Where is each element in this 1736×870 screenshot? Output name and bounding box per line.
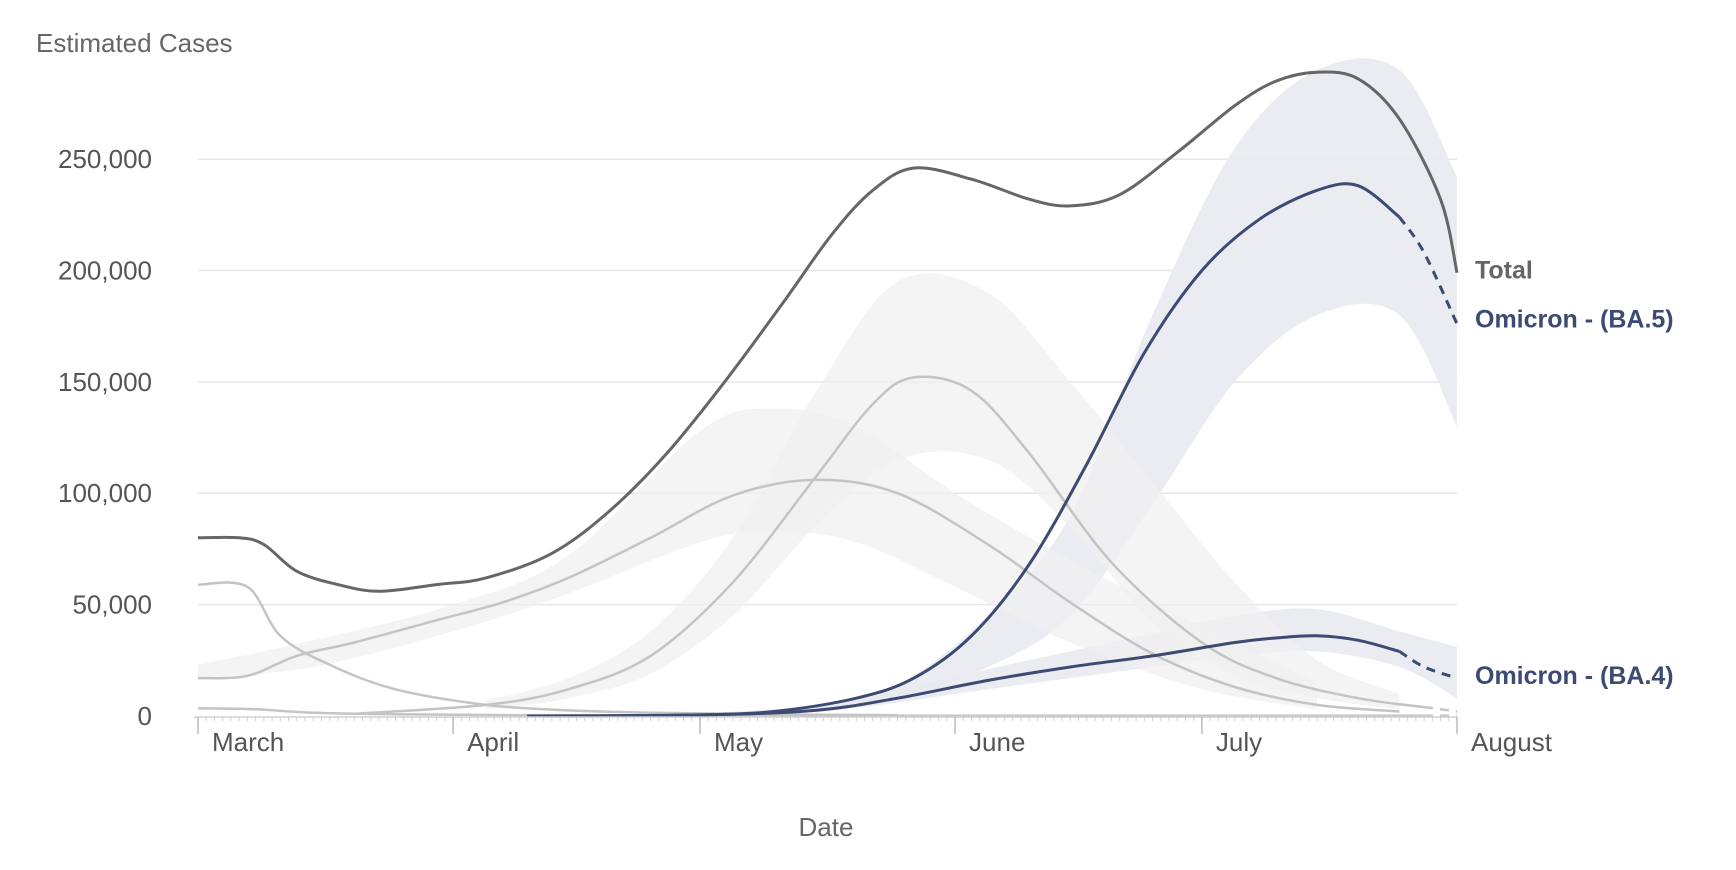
series-line-omicron-ba-4-projection bbox=[1398, 650, 1458, 680]
x-tick-label: March bbox=[212, 727, 284, 757]
x-tick-label: June bbox=[969, 727, 1025, 757]
series-line-other bbox=[354, 375, 1425, 716]
series-line-other bbox=[197, 478, 1400, 713]
end-label: Omicron - (BA.5) bbox=[1475, 305, 1674, 333]
y-tick-label: 100,000 bbox=[58, 478, 152, 508]
series-line-other-projection bbox=[1423, 705, 1458, 713]
x-tick-label: August bbox=[1471, 727, 1553, 757]
confidence-bands bbox=[198, 58, 1457, 717]
confidence-band bbox=[700, 58, 1457, 717]
confidence-band bbox=[198, 408, 1318, 710]
y-tick-label: 150,000 bbox=[58, 367, 152, 397]
x-axis-title: Date bbox=[799, 812, 854, 842]
series-line-omicron-ba-5-projection bbox=[1398, 216, 1459, 325]
x-tick-label: May bbox=[714, 727, 763, 757]
end-label: Omicron - (BA.4) bbox=[1475, 662, 1674, 690]
y-tick-label: 0 bbox=[138, 701, 152, 731]
x-tick-label: July bbox=[1216, 727, 1262, 757]
end-labels: Total Omicron - (BA.5) Omicron - (BA.4) bbox=[1475, 256, 1674, 689]
y-tick-label: 200,000 bbox=[58, 255, 152, 285]
y-tick-label: 50,000 bbox=[72, 590, 152, 620]
axes: 0 50,000 100,000 150,000 200,000 250,000 March… bbox=[58, 144, 1553, 757]
y-axis-title: Estimated Cases bbox=[36, 28, 233, 58]
end-label: Total bbox=[1475, 256, 1533, 284]
series-line-omicron-ba-4 bbox=[527, 634, 1400, 718]
y-tick-label: 250,000 bbox=[58, 144, 152, 174]
series-line-total bbox=[197, 70, 1459, 593]
series-lines bbox=[197, 70, 1459, 718]
x-tick-label: April bbox=[467, 727, 519, 757]
